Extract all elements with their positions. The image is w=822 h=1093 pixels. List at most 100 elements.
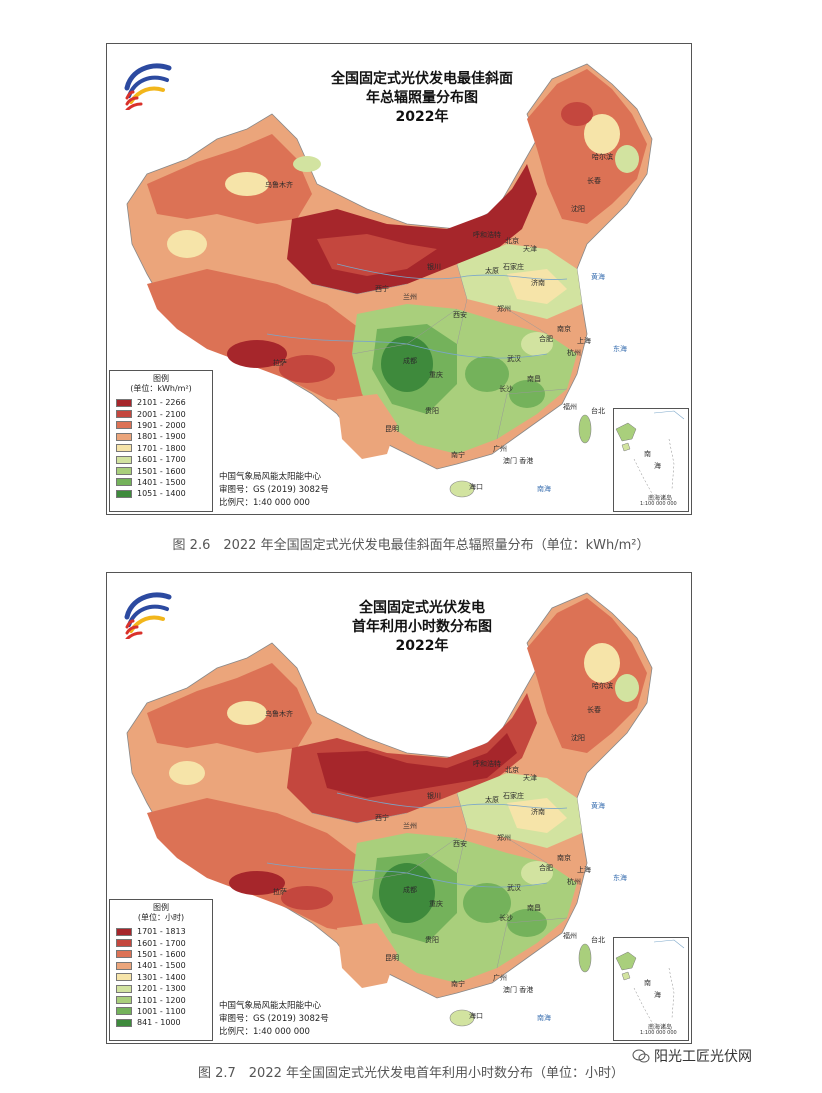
legend-item: 1701 - 1813 (110, 926, 212, 937)
legend-item: 2001 - 2100 (110, 408, 212, 419)
city-label: 南昌 (527, 375, 541, 383)
inset-scale: 1:100 000 000 (640, 501, 677, 507)
city-label: 乌鲁木齐 (265, 181, 293, 189)
city-label: 台北 (591, 407, 605, 415)
legend-swatch (116, 1018, 132, 1027)
legend-unit: (单位：kWh/m²) (130, 384, 192, 393)
legend-swatch (116, 478, 132, 487)
city-label: 哈尔滨 (592, 153, 613, 161)
legend-item: 1301 - 1400 (110, 972, 212, 983)
city-label: 郑州 (497, 834, 511, 842)
map-title-line1: 全国固定式光伏发电最佳斜面 (331, 71, 513, 87)
legend-label: 1501 - 1600 (137, 949, 186, 959)
map-title-year: 2022年 (395, 109, 449, 125)
inset-label: 南 (644, 979, 651, 987)
legend-label: 2001 - 2100 (137, 409, 186, 419)
city-label: 北京 (505, 766, 519, 774)
legend-unit: (单位：小时) (137, 913, 185, 922)
city-label: 南京 (557, 854, 571, 862)
map-title: 全国固定式光伏发电最佳斜面 年总辐照量分布图 2022年 (297, 70, 547, 127)
cma-logo (124, 592, 172, 639)
legend-label: 1201 - 1300 (137, 984, 186, 994)
credit-map-number: 审图号：GS (2019) 3082号 (219, 485, 329, 495)
city-label: 南昌 (527, 904, 541, 912)
legend-label: 1301 - 1400 (137, 972, 186, 982)
legend-swatch (116, 961, 132, 970)
sea-label: 黄海 (591, 802, 605, 810)
legend-item: 1101 - 1200 (110, 994, 212, 1005)
city-label: 郑州 (497, 305, 511, 313)
watermark: 阳光工匠光伏网 (632, 1046, 752, 1066)
legend-swatch (116, 410, 132, 419)
legend-label: 841 - 1000 (137, 1018, 181, 1028)
legend-swatch (116, 1007, 132, 1016)
city-label: 重庆 (429, 371, 443, 379)
legend-item: 1601 - 1700 (110, 937, 212, 948)
city-label: 乌鲁木齐 (265, 710, 293, 718)
legend-item: 1701 - 1800 (110, 443, 212, 454)
city-label: 海口 (469, 1012, 483, 1020)
legend-label: 1901 - 2000 (137, 420, 186, 430)
inset-scale: 1:100 000 000 (640, 1030, 677, 1036)
credit-map-number: 审图号：GS (2019) 3082号 (219, 1014, 329, 1024)
city-label: 南宁 (451, 451, 465, 459)
legend: 图例 (单位：小时) 1701 - 1813 1601 - 1700 1501 - … (109, 899, 213, 1041)
map-title: 全国固定式光伏发电 首年利用小时数分布图 2022年 (297, 599, 547, 656)
legend-title: 图例 (153, 374, 169, 383)
city-label: 天津 (523, 245, 537, 253)
city-label: 福州 (563, 403, 577, 411)
credit-scale: 比例尺：1:40 000 000 (219, 498, 310, 508)
city-label: 石家庄 (503, 263, 524, 271)
legend-swatch (116, 432, 132, 441)
map-title-line1: 全国固定式光伏发电 (359, 600, 485, 616)
legend-item: 1401 - 1500 (110, 477, 212, 488)
legend-swatch (116, 489, 132, 498)
city-label: 西宁 (375, 285, 389, 293)
sea-label: 南海 (537, 485, 551, 493)
city-label: 成都 (403, 357, 417, 365)
city-label: 拉萨 (273, 888, 287, 896)
city-label: 海口 (469, 483, 483, 491)
legend-label: 1701 - 1813 (137, 927, 186, 937)
city-label: 合肥 (539, 864, 553, 872)
city-label: 南京 (557, 325, 571, 333)
city-label: 贵阳 (425, 936, 439, 944)
figure-caption: 图 2.6 2022 年全国固定式光伏发电最佳斜面年总辐照量分布（单位：kWh/… (172, 538, 650, 553)
legend-label: 1801 - 1900 (137, 432, 186, 442)
city-label: 沈阳 (571, 205, 585, 213)
city-label: 济南 (531, 279, 545, 287)
map-figure-utilization-hours: 全国固定式光伏发电 首年利用小时数分布图 2022年 哈尔滨 长春 沈阳 北京 … (106, 572, 692, 1044)
city-label: 贵阳 (425, 407, 439, 415)
legend-swatch (116, 467, 132, 476)
city-label: 长沙 (499, 914, 513, 922)
map-title-line2: 首年利用小时数分布图 (352, 619, 492, 635)
city-label: 呼和浩特 (473, 760, 501, 768)
city-label: 哈尔滨 (592, 682, 613, 690)
credit-scale: 比例尺：1:40 000 000 (219, 1027, 310, 1037)
south-china-sea-inset: 南 海 南海诸岛 1:100 000 000 (613, 937, 689, 1041)
legend-swatch (116, 444, 132, 453)
legend-item: 1051 - 1400 (110, 488, 212, 499)
legend-swatch (116, 984, 132, 993)
credit-org: 中国气象局风能太阳能中心 (219, 1001, 322, 1011)
legend-items: 1701 - 1813 1601 - 1700 1501 - 1600 1401 - … (110, 926, 212, 1029)
city-label: 太原 (485, 267, 499, 275)
legend-swatch (116, 927, 132, 936)
city-label: 太原 (485, 796, 499, 804)
legend-swatch (116, 398, 132, 407)
china-irradiation-map (107, 44, 691, 514)
legend-item: 1501 - 1600 (110, 949, 212, 960)
city-label: 沈阳 (571, 734, 585, 742)
figure-caption: 图 2.7 2022 年全国固定式光伏发电首年利用小时数分布（单位：小时） (197, 1066, 625, 1081)
inset-label: 南 (644, 450, 651, 458)
sea-label: 东海 (613, 874, 627, 882)
inset-caption: 南海诸岛 (648, 495, 673, 502)
city-label: 武汉 (507, 884, 521, 892)
legend-swatch (116, 950, 132, 959)
legend-items: 2101 - 2266 2001 - 2100 1901 - 2000 1801 - … (110, 397, 212, 500)
legend-label: 1001 - 1100 (137, 1006, 186, 1016)
map-figure-irradiation: 全国固定式光伏发电最佳斜面 年总辐照量分布图 2022年 哈尔滨 长春 沈阳 北… (106, 43, 692, 515)
city-label: 上海 (577, 337, 591, 345)
legend-item: 1201 - 1300 (110, 983, 212, 994)
legend-label: 1701 - 1800 (137, 443, 186, 453)
